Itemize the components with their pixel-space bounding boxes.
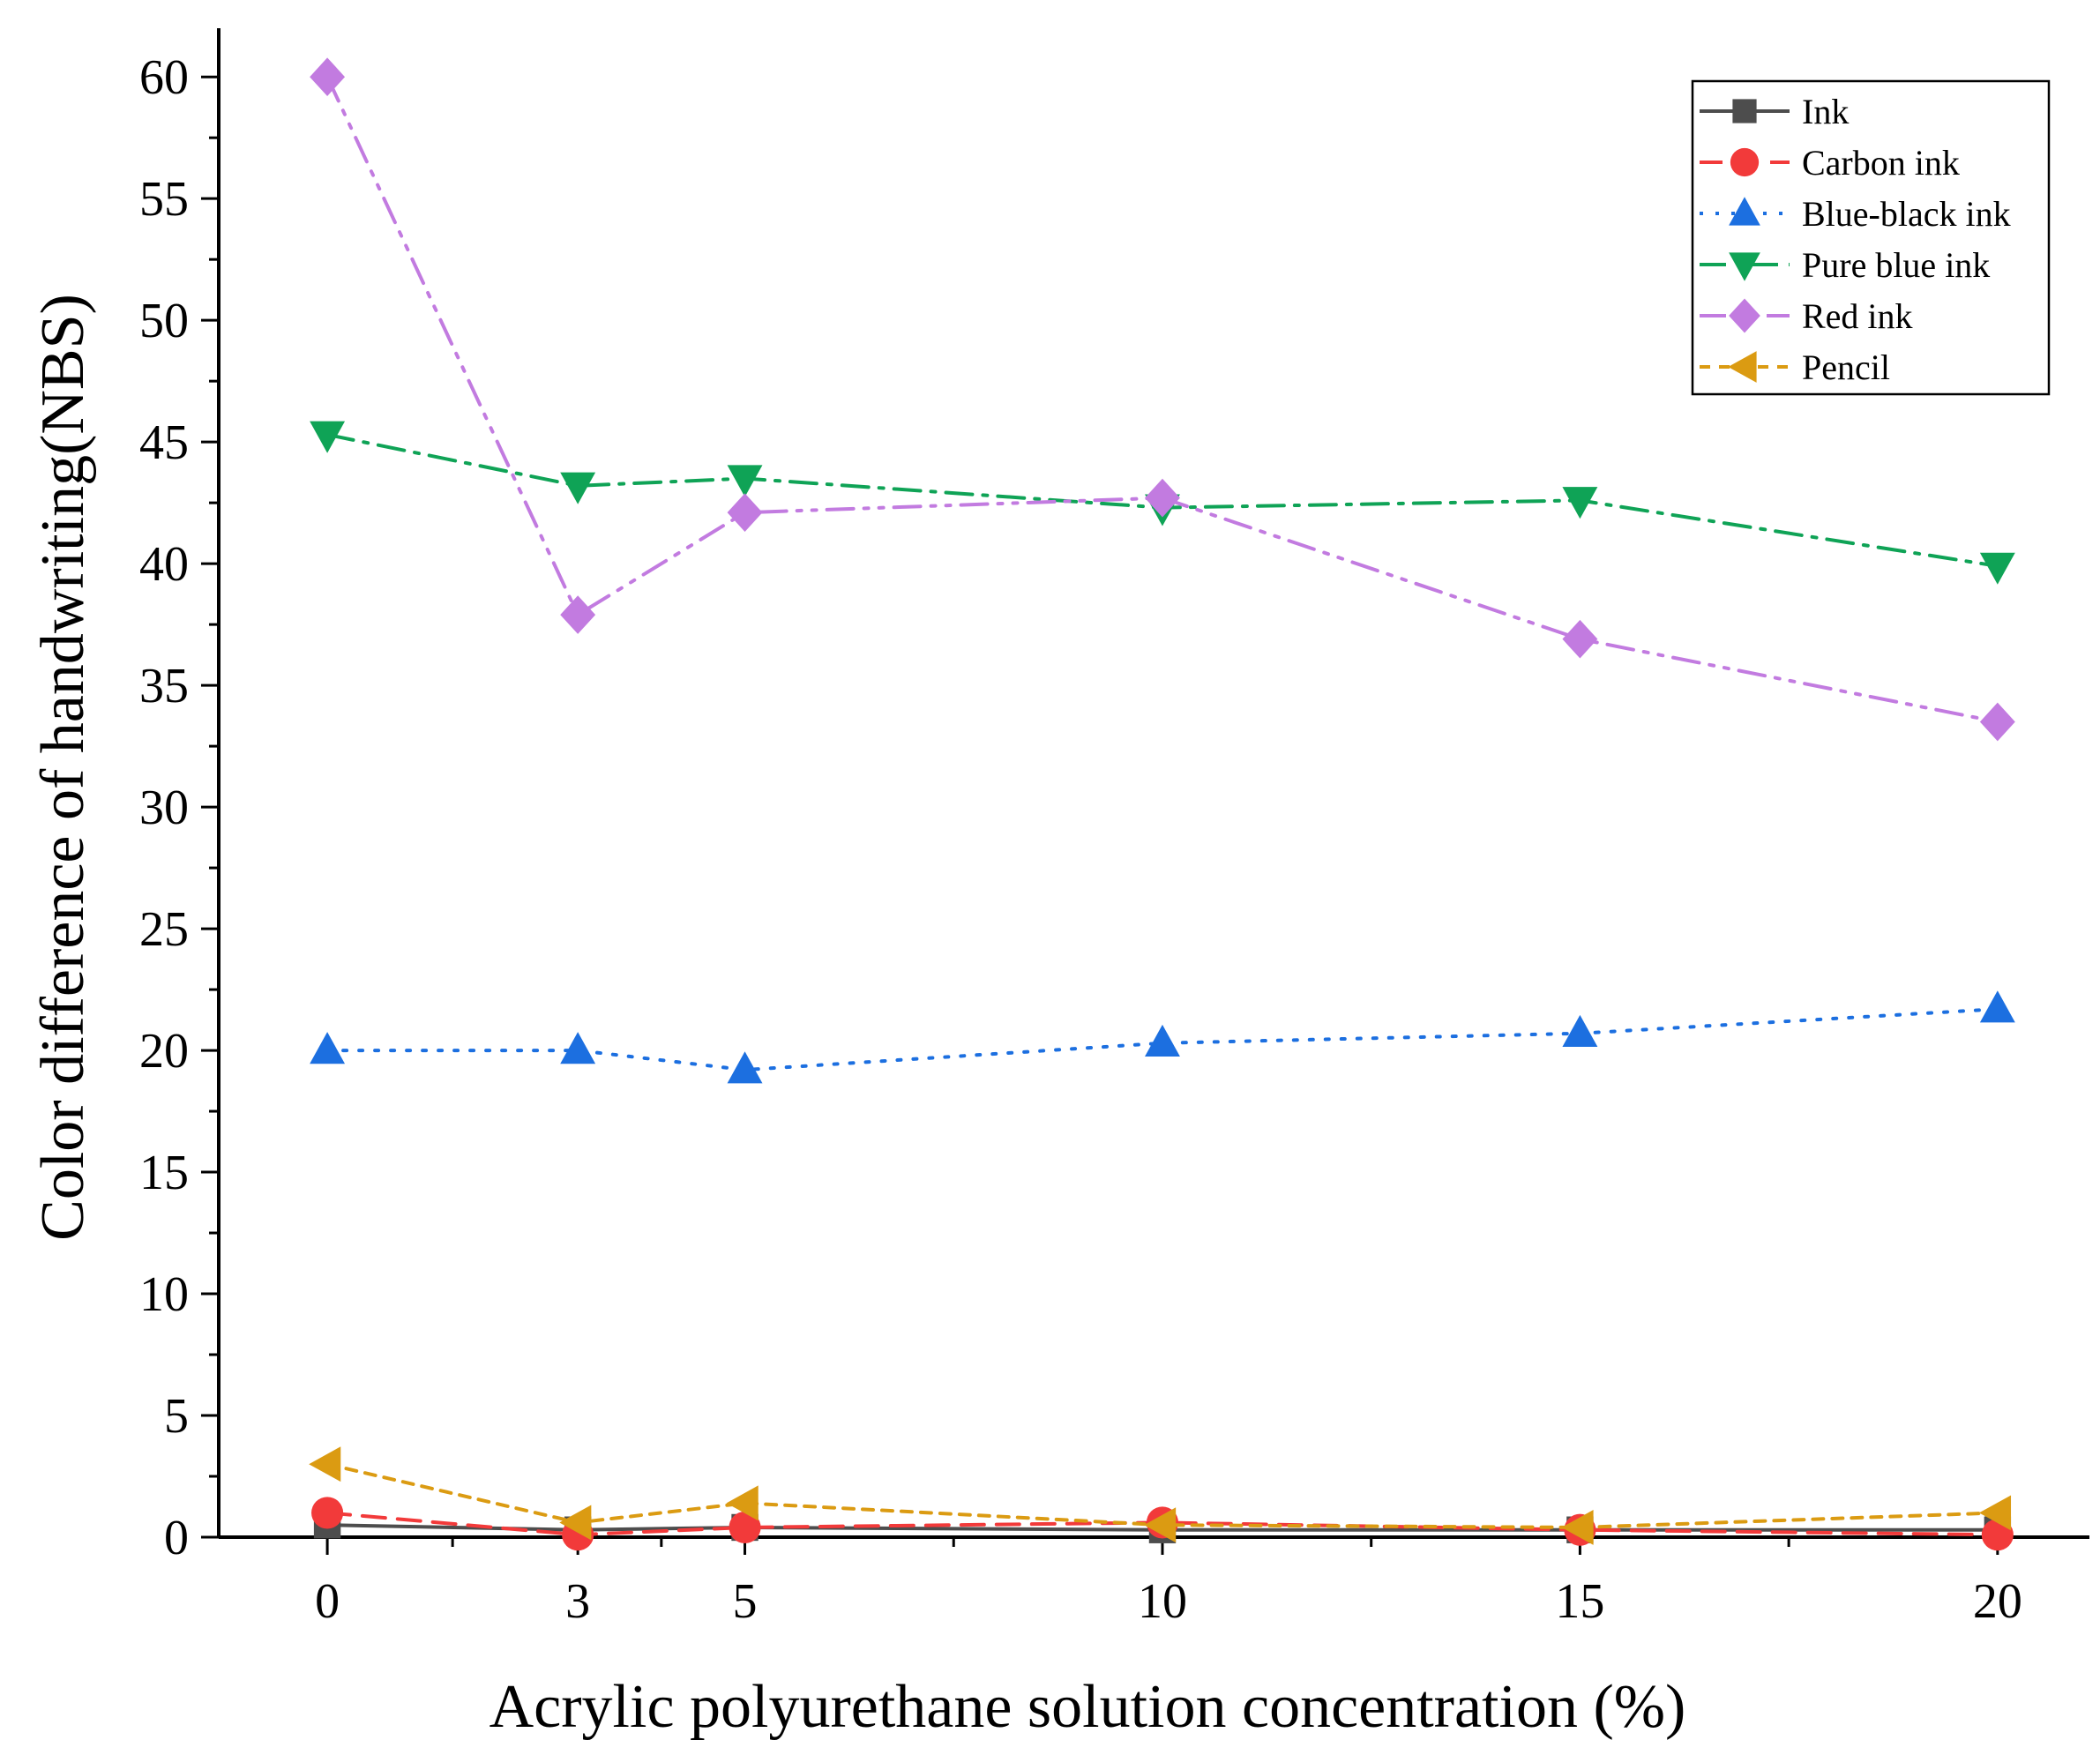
x-tick-label: 10 — [1138, 1574, 1187, 1629]
y-tick-label: 10 — [139, 1267, 189, 1322]
legend-item-pure-blue-ink: Pure blue ink — [1700, 245, 1990, 285]
y-tick-label: 15 — [139, 1146, 189, 1200]
legend-label: Pencil — [1802, 347, 1890, 387]
data-point-red-ink — [1979, 702, 2015, 742]
y-tick-label: 40 — [139, 537, 189, 592]
legend-label: Red ink — [1802, 296, 1913, 336]
data-point-pure-blue-ink — [727, 465, 763, 497]
data-point-blue-black-ink — [1979, 990, 2015, 1023]
legend-box — [1691, 79, 2051, 396]
data-point-pencil — [1561, 1510, 1594, 1545]
data-point-pencil — [559, 1505, 592, 1541]
data-point-pure-blue-ink — [310, 421, 346, 453]
legend-item-carbon-ink: Carbon ink — [1700, 143, 1960, 183]
series-blue-black-ink — [310, 990, 2015, 1084]
legend-label: Carbon ink — [1802, 143, 1960, 183]
y-tick-label: 20 — [139, 1024, 189, 1079]
x-tick-label: 20 — [1973, 1574, 2022, 1629]
legend-marker — [1729, 252, 1760, 281]
data-point-red-ink — [727, 493, 763, 533]
x-tick-label: 15 — [1555, 1574, 1604, 1629]
legend-item-red-ink: Red ink — [1700, 296, 1913, 336]
y-tick-label: 35 — [139, 659, 189, 713]
data-point-pencil — [1978, 1495, 2012, 1531]
y-tick-label: 0 — [164, 1511, 189, 1565]
x-tick-label: 3 — [565, 1574, 590, 1629]
series-line-red-ink — [325, 75, 1999, 724]
data-point-blue-black-ink — [727, 1051, 763, 1084]
series-pencil — [309, 1446, 2012, 1545]
data-point-pencil — [726, 1485, 759, 1521]
data-point-carbon-ink — [729, 1511, 761, 1544]
x-tick-label: 5 — [733, 1574, 758, 1629]
legend-item-pencil: Pencil — [1700, 347, 1890, 387]
series-line-pencil — [325, 1462, 1999, 1529]
series-layer — [309, 57, 2015, 1551]
data-point-blue-black-ink — [1562, 1014, 1598, 1047]
legend-marker — [1728, 351, 1757, 383]
legend-marker — [1730, 147, 1760, 177]
data-point-red-ink — [560, 595, 596, 634]
data-point-blue-black-ink — [310, 1032, 346, 1064]
data-point-red-ink — [310, 57, 346, 97]
x-tick-label: 0 — [315, 1574, 340, 1629]
legend-marker — [1729, 298, 1760, 333]
legend-label: Pure blue ink — [1802, 245, 1990, 285]
data-point-blue-black-ink — [560, 1032, 596, 1064]
y-tick-label: 30 — [139, 780, 189, 835]
data-point-red-ink — [1562, 619, 1598, 659]
x-axis-title: Acrylic polyurethane solution concentrat… — [490, 1673, 1686, 1741]
legend-label: Ink — [1802, 92, 1849, 131]
legend-marker — [1732, 99, 1757, 123]
legend: Ink Carbon ink Blue-black ink Pure blue ink… — [1691, 79, 2051, 396]
data-point-pure-blue-ink — [1979, 552, 2015, 585]
data-point-pencil — [309, 1446, 341, 1482]
legend-label: Blue-black ink — [1802, 194, 2011, 234]
data-point-pure-blue-ink — [1562, 487, 1598, 519]
data-point-pencil — [1144, 1507, 1177, 1543]
data-point-pure-blue-ink — [560, 472, 596, 504]
y-tick-label: 55 — [139, 172, 189, 227]
y-tick-label: 60 — [139, 50, 189, 105]
series-line-blue-black-ink — [325, 1007, 1999, 1072]
data-point-carbon-ink — [311, 1497, 344, 1529]
legend-marker — [1729, 197, 1760, 226]
y-tick-label: 25 — [139, 902, 189, 957]
data-point-red-ink — [1145, 478, 1180, 518]
legend-item-ink: Ink — [1700, 92, 1849, 131]
y-axis-title: Color difference of handwriting(NBS) — [29, 294, 97, 1241]
y-tick-label: 45 — [139, 415, 189, 470]
y-tick-label: 50 — [139, 294, 189, 348]
series-line-carbon-ink — [325, 1511, 1999, 1537]
series-red-ink — [310, 57, 2015, 742]
series-line-pure-blue-ink — [325, 432, 1999, 568]
legend-item-blue-black-ink: Blue-black ink — [1700, 194, 2011, 234]
data-point-blue-black-ink — [1145, 1024, 1180, 1057]
y-tick-label: 5 — [164, 1389, 189, 1444]
